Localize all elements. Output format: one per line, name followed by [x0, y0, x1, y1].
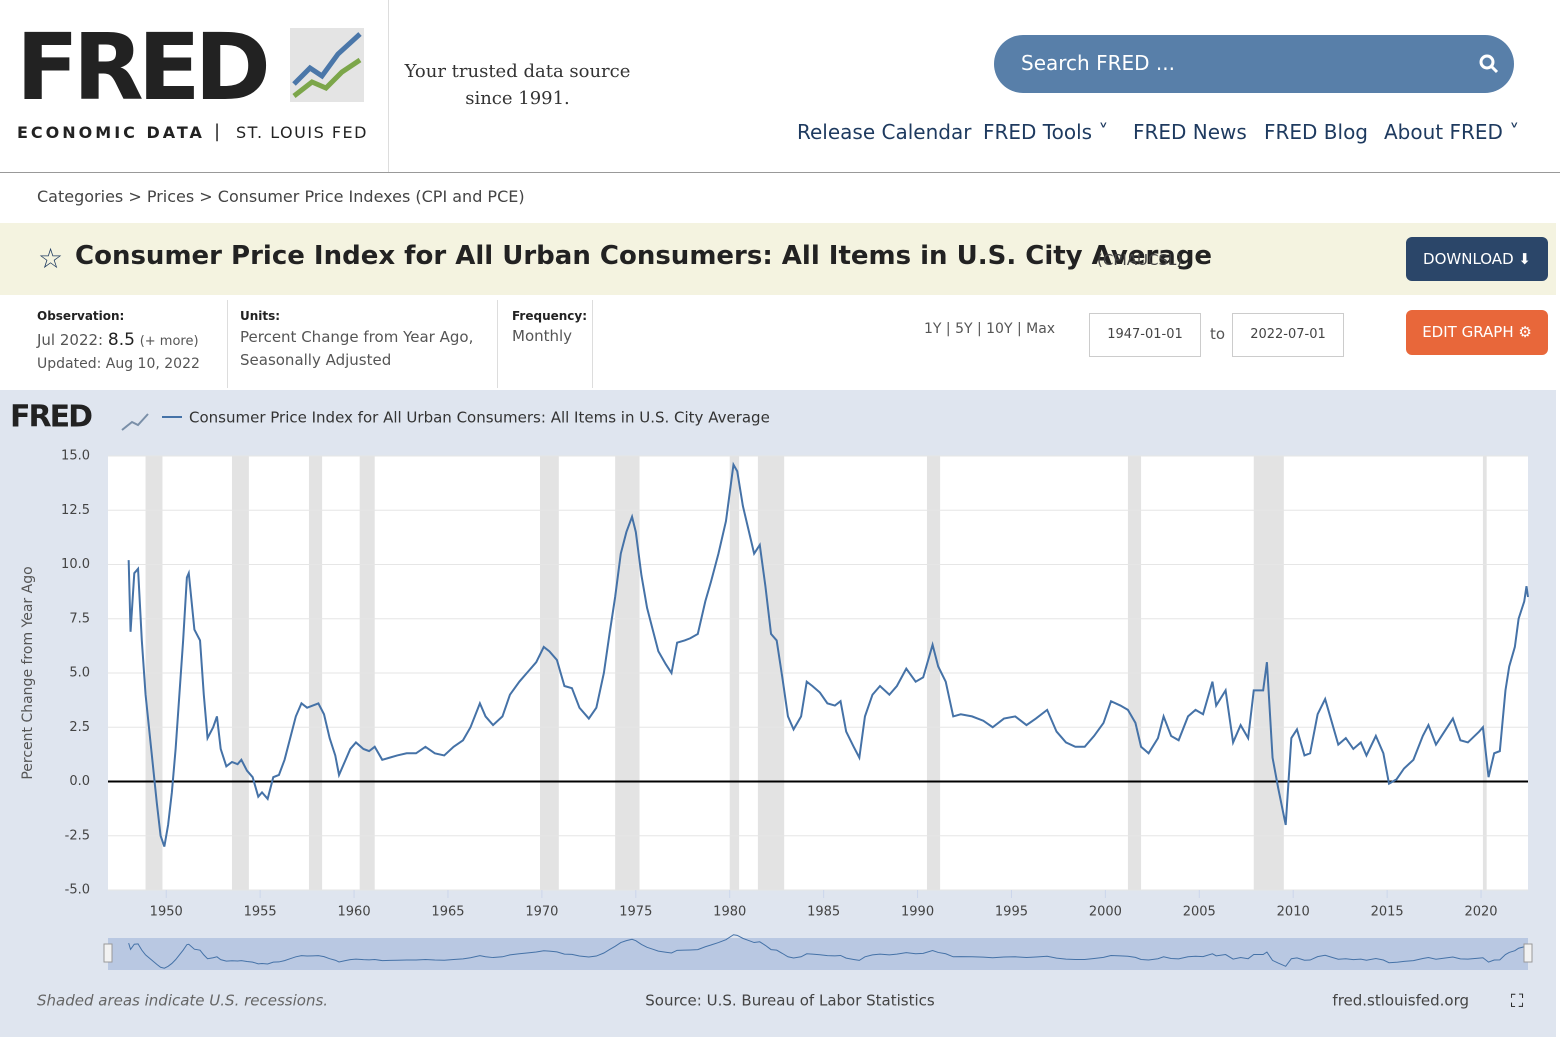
x-tick-label: 1985 [807, 905, 840, 920]
y-tick-label: 5.0 [69, 666, 90, 681]
observation-value: 8.5 [107, 330, 135, 350]
x-tick-label: 2000 [1089, 905, 1122, 920]
navigator-handle [1523, 943, 1533, 963]
divider [388, 0, 389, 172]
x-tick-label: 1965 [431, 905, 464, 920]
units-line: Seasonally Adjusted [240, 351, 392, 369]
search-icon [1479, 54, 1499, 74]
search-placeholder: Search FRED ... [1021, 51, 1175, 75]
units: Percent Change from Year Ago, Seasonally … [240, 326, 473, 372]
more-link[interactable]: (+ more) [139, 334, 199, 349]
logo-icon [290, 28, 364, 102]
range-links[interactable]: 1Y | 5Y | 10Y | Max [924, 321, 1056, 337]
x-tick-label: 1960 [338, 905, 371, 920]
source: Source: U.S. Bureau of Labor Statistics [645, 992, 935, 1010]
x-tick-label: 2005 [1183, 905, 1216, 920]
x-tick-label: 2020 [1464, 905, 1497, 920]
nav-link[interactable]: FRED Tools ˅ [983, 120, 1109, 144]
star-icon[interactable]: ☆ [38, 242, 64, 275]
updated: Updated: Aug 10, 2022 [37, 356, 200, 372]
logo-subtitle: ECONOMIC DATA [17, 123, 205, 142]
frequency: Monthly [512, 327, 573, 345]
y-tick-label: -2.5 [65, 828, 90, 843]
x-tick-label: 1955 [244, 905, 277, 920]
observation: Jul 2022: 8.5 (+ more) [37, 330, 199, 350]
nav-link[interactable]: FRED Blog [1264, 120, 1369, 144]
x-tick-label: 2015 [1371, 905, 1404, 920]
y-tick-label: 2.5 [69, 720, 90, 735]
tagline-line: Your trusted data source [404, 61, 631, 82]
breadcrumb[interactable]: Categories > Prices > Consumer Price Ind… [37, 187, 525, 206]
y-tick-label: 10.0 [61, 557, 90, 572]
logo-subtitle: ST. LOUIS FED [236, 123, 368, 142]
site-link[interactable]: fred.stlouisfed.org [1332, 992, 1469, 1010]
nav-link[interactable]: FRED News [1133, 120, 1247, 144]
navigator-line [128, 934, 1529, 969]
date-input[interactable]: 2022-07-01 [1232, 313, 1344, 357]
info-label: Observation: [37, 309, 125, 323]
info-label: Frequency: [512, 309, 588, 323]
x-tick-label: 1975 [619, 905, 652, 920]
search-box[interactable]: Search FRED ... [994, 35, 1514, 93]
info-label: Units: [240, 309, 281, 323]
nav-link[interactable]: About FRED ˅ [1384, 120, 1520, 144]
x-tick-label: 1980 [713, 905, 746, 920]
series-code: (CPIAUCSL) [1097, 251, 1183, 269]
nav-text: FRED Tools [983, 120, 1093, 144]
units-line: Percent Change from Year Ago, [240, 328, 474, 346]
chart-logo-icon [121, 413, 149, 431]
to-label: to [1210, 325, 1226, 343]
navigator [108, 938, 1528, 970]
y-tick-label: 15.0 [61, 449, 90, 464]
legend-label: Consumer Price Index for All Urban Consu… [189, 409, 770, 427]
button-text: EDIT GRAPH [1422, 323, 1514, 341]
divider [227, 300, 228, 388]
title-band [0, 223, 1556, 295]
x-tick-label: 1970 [525, 905, 558, 920]
edit-graph-button[interactable]: EDIT GRAPH ⚙ [1406, 310, 1548, 355]
header-border [0, 172, 1560, 173]
tagline: Your trusted data source since 1991. [400, 58, 635, 112]
chart: FRED Consumer Price Index for All Urban … [0, 390, 1556, 1037]
nav-text: About FRED [1384, 120, 1503, 144]
x-tick-label: 1990 [901, 905, 934, 920]
y-tick-label: 7.5 [69, 611, 90, 626]
button-text: DOWNLOAD [1423, 250, 1514, 268]
y-axis-label: Percent Change from Year Ago [20, 566, 36, 779]
divider: | [214, 121, 221, 142]
recession-note: Shaded areas indicate U.S. recessions. [37, 992, 328, 1010]
logo: FRED [16, 14, 271, 121]
y-tick-label: 0.0 [69, 774, 90, 789]
fullscreen-icon[interactable]: ⛶ [1511, 991, 1524, 1012]
x-tick-label: 2010 [1277, 905, 1310, 920]
download-button[interactable]: DOWNLOAD ⬇ [1406, 237, 1548, 281]
divider [592, 300, 593, 388]
x-tick-label: 1995 [995, 905, 1028, 920]
navigator-handle [103, 943, 113, 963]
date-input[interactable]: 1947-01-01 [1089, 313, 1201, 357]
series-line [127, 461, 1529, 847]
series-title: Consumer Price Index for All Urban Consu… [75, 241, 1213, 271]
divider [497, 300, 498, 388]
observation-date: Jul 2022: [37, 331, 104, 349]
nav-link[interactable]: Release Calendar [797, 120, 972, 144]
y-tick-label: -5.0 [65, 883, 90, 898]
x-tick-label: 1950 [150, 905, 183, 920]
chart-logo: FRED [10, 400, 92, 435]
y-tick-label: 12.5 [61, 503, 90, 518]
tagline-line: since 1991. [465, 88, 570, 109]
